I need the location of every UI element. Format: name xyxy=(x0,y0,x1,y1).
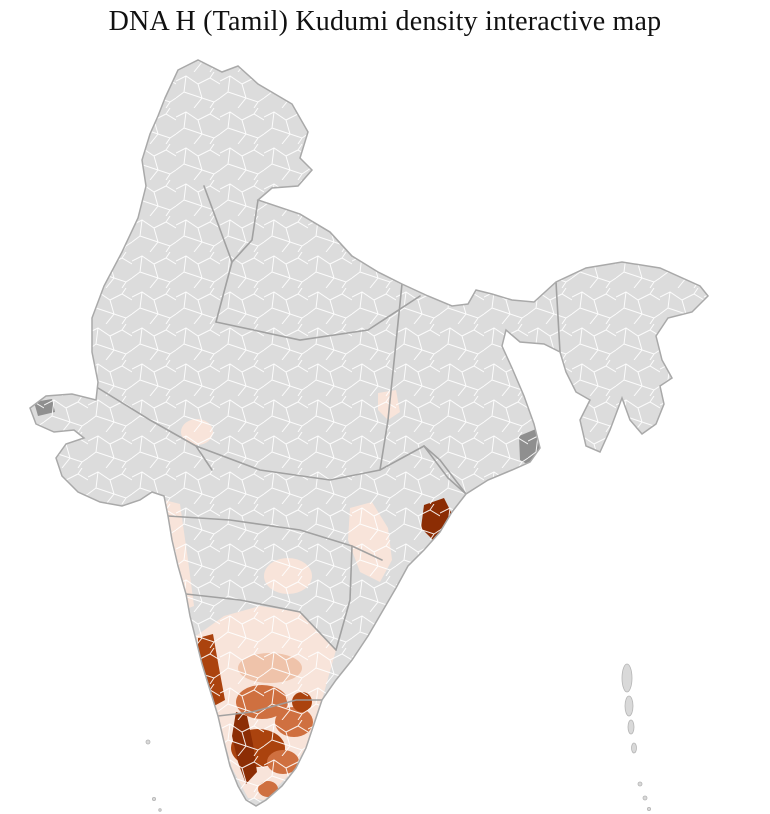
state-border-line xyxy=(423,445,467,495)
state-border-line xyxy=(423,445,467,495)
state-border-line xyxy=(167,515,383,561)
island[interactable] xyxy=(627,719,635,735)
island[interactable] xyxy=(647,807,652,812)
state-border-line xyxy=(231,199,259,263)
state-border-line xyxy=(215,295,421,341)
andaman-nicobar-islands[interactable] xyxy=(621,663,652,812)
island[interactable] xyxy=(621,663,633,693)
state-border-line xyxy=(555,281,561,353)
island[interactable] xyxy=(631,742,637,754)
state-border-line xyxy=(335,545,353,651)
page-title: DNA H (Tamil) Kudumi density interactive… xyxy=(108,6,662,37)
state-border-line xyxy=(217,699,323,717)
india-outline xyxy=(29,59,710,807)
island[interactable] xyxy=(624,695,634,717)
state-border-line xyxy=(379,283,403,471)
lakshadweep-islands[interactable] xyxy=(145,739,162,812)
island[interactable] xyxy=(637,781,643,787)
island[interactable] xyxy=(642,795,648,801)
india-landmass-group[interactable] xyxy=(0,40,770,814)
island[interactable] xyxy=(151,797,156,802)
state-border-line xyxy=(97,387,213,471)
state-border-line xyxy=(195,445,425,481)
island[interactable] xyxy=(145,739,151,745)
district-borders-overlay xyxy=(30,60,708,806)
island[interactable] xyxy=(158,808,162,812)
state-border-line xyxy=(185,593,337,651)
